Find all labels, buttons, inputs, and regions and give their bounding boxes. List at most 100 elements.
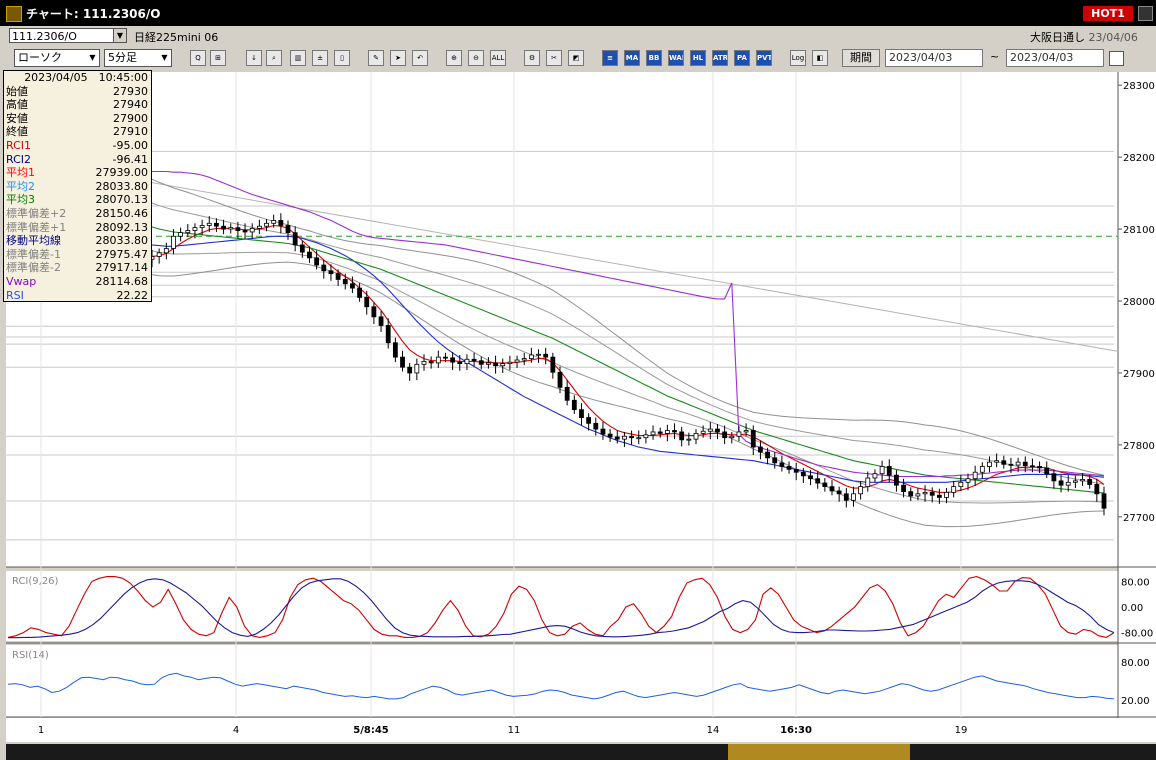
market-date: 23/04/06 [1088,31,1138,44]
candle-body [829,486,835,492]
zoom-icon[interactable]: Q [190,50,206,66]
data-window-label: 終値 [6,125,28,139]
candle-add-icon[interactable]: ⊕ [446,50,462,66]
data-window-value: 27930 [113,84,148,98]
candle-body [493,362,498,367]
data-window-row: 標準偏差-1 27975.47 [4,248,151,261]
candle-body [586,417,592,424]
ma-button[interactable]: MA [624,50,640,66]
price-tick-label: 28300 [1123,81,1155,92]
palette-icon[interactable]: ◩ [568,50,584,66]
candle-body [514,359,520,363]
close-icon[interactable] [1138,6,1153,21]
chevron-down-icon: ▼ [161,53,168,62]
data-window-label: 移動平均線 [6,234,61,248]
compare-icon[interactable]: ± [312,50,328,66]
scroll-track[interactable] [6,744,1156,760]
candle-body [994,460,1000,463]
tools-icon[interactable]: ✂ [546,50,562,66]
settings-icon[interactable]: ⚙ [524,50,540,66]
checkbox[interactable] [1109,51,1124,66]
hot-badge[interactable]: HOT1 [1083,6,1133,21]
time-tick-label: 1 [38,725,44,736]
candle-body [779,462,785,467]
candle-body [593,422,599,430]
disabled-icon[interactable]: ▯ [334,50,350,66]
candle-body [342,279,348,285]
indicator-icon[interactable]: ≡ [602,50,618,66]
ma-line-平均2 [15,235,1105,483]
chevron-down-icon[interactable]: ▼ [113,28,127,43]
price-tick-label: 28000 [1123,297,1155,308]
candle-body [908,491,914,497]
candle-body [793,468,799,473]
candle-body [657,431,663,434]
wae-button[interactable]: WAE [668,50,684,66]
candle-body [836,490,842,495]
date-to-field[interactable]: 2023/04/03 [1006,49,1104,67]
data-window-row: 安値 27900 [4,112,151,125]
chart-area[interactable]: 28300 28200 28100 28000 27900 27800 27700 RCI(9… [6,72,1156,760]
candle-body [249,227,255,233]
time-tick-label: 11 [508,725,521,736]
candle-body [421,361,427,365]
data-window-row: 標準偏差+1 28092.13 [4,221,151,234]
candle-body [350,283,355,289]
market-info: 大阪日通し 23/04/06 [1030,29,1138,45]
candle-body [858,486,864,495]
data-window-label: 標準偏差+2 [6,207,67,220]
candle-body [271,220,277,224]
data-window-value: 28033.80 [95,179,149,193]
data-window-value: 28114.68 [95,275,149,288]
cursor-icon[interactable]: ➤ [390,50,406,66]
candle-body [371,306,377,318]
split-icon[interactable]: ◧ [812,50,828,66]
symbol-name: 日経225mini 06 [134,31,219,44]
candle-body [171,235,176,249]
candle-body [679,431,685,441]
candle-body [800,471,806,477]
pen-icon[interactable]: ✎ [368,50,384,66]
bar-chart-icon[interactable]: ▥ [290,50,306,66]
candle-body [285,225,291,234]
candle-body [865,477,871,488]
undo-icon[interactable]: ↶ [412,50,428,66]
data-window-row: 移動平均線 28033.80 [4,234,151,247]
hl-button[interactable]: HL [690,50,706,66]
candle-body [299,244,305,253]
rci-tick-label: -80.00 [1121,629,1153,640]
interval-select[interactable]: 5分足 ▼ [104,49,172,67]
data-window-value: 27940 [113,98,148,112]
date-from-field[interactable]: 2023/04/03 [885,49,983,67]
candle-body [428,361,434,364]
candle-body [385,325,391,344]
data-window-value: 27975.47 [95,247,149,261]
bb-button[interactable]: BB [646,50,662,66]
log-button[interactable]: Log [790,50,806,66]
candle-body [471,358,477,362]
candle-body [822,482,828,488]
atr-button[interactable]: ATR [712,50,728,66]
data-window-value: 27900 [113,111,148,125]
scroll-thumb[interactable] [728,744,910,760]
chart-type-select[interactable]: ローソク ▼ [14,49,100,67]
data-window-label: 平均3 [6,193,35,207]
candle-body [965,478,971,483]
data-window-value: 22.22 [116,288,149,302]
all-button[interactable]: ALL [490,50,506,66]
symbol-input[interactable]: 111.2306/O [9,28,127,43]
candle-body [199,225,205,229]
download-icon[interactable]: ↓ [246,50,262,66]
data-window-label: 平均1 [6,166,35,180]
search-icon[interactable]: ⌕ [266,50,282,66]
grid-icon[interactable]: ⊞ [210,50,226,66]
candle-remove-icon[interactable]: ⊖ [468,50,484,66]
rsi-line [7,672,1115,700]
candle-body [357,287,362,298]
period-button[interactable]: 期間 [842,49,880,67]
rsi-tick-label: 20.00 [1121,696,1150,707]
data-window-row: RSI 22.22 [4,289,151,302]
time-tick-label: 4 [233,725,239,736]
pvt-button[interactable]: PVT [756,50,772,66]
parabolic-button[interactable]: PA [734,50,750,66]
